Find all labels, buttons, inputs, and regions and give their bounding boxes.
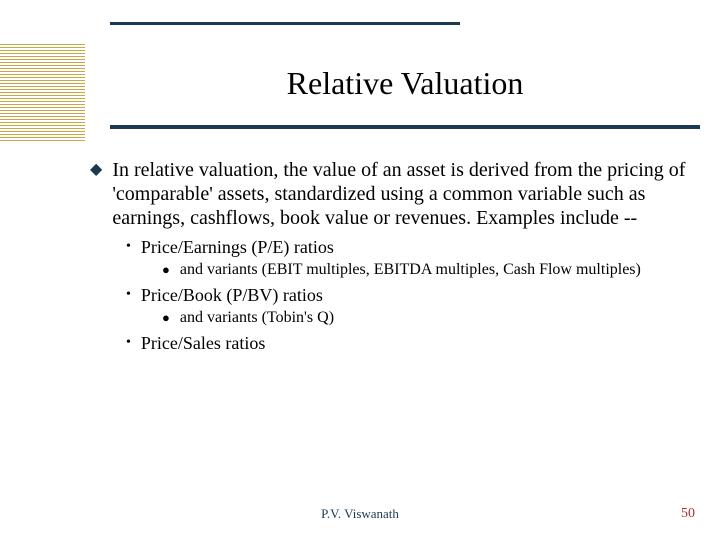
dot-bullet-icon: • bbox=[126, 236, 131, 258]
bullet-level2: • Price/Sales ratios bbox=[126, 332, 690, 354]
diamond-bullet-icon: ◆ bbox=[90, 158, 102, 182]
top-rule bbox=[110, 22, 460, 25]
dot-bullet-icon: • bbox=[126, 284, 131, 306]
title-underline-rule bbox=[110, 125, 700, 129]
bullet-text: In relative valuation, the value of an a… bbox=[112, 158, 690, 230]
slide-body: ◆ In relative valuation, the value of an… bbox=[90, 158, 690, 356]
bullet-level3: ● and variants (Tobin's Q) bbox=[162, 308, 690, 328]
footer-author: P.V. Viswanath bbox=[0, 506, 720, 522]
bullet-text: Price/Sales ratios bbox=[141, 332, 265, 354]
disc-bullet-icon: ● bbox=[162, 260, 170, 280]
bullet-level2: • Price/Earnings (P/E) ratios bbox=[126, 236, 690, 258]
bullet-level1: ◆ In relative valuation, the value of an… bbox=[90, 158, 690, 230]
slide-title: Relative Valuation bbox=[110, 65, 700, 102]
bullet-level2: • Price/Book (P/BV) ratios bbox=[126, 284, 690, 306]
decorative-hatch bbox=[0, 42, 85, 142]
bullet-text: Price/Earnings (P/E) ratios bbox=[141, 236, 334, 258]
footer-page-number: 50 bbox=[681, 506, 695, 522]
disc-bullet-icon: ● bbox=[162, 308, 170, 328]
bullet-text: Price/Book (P/BV) ratios bbox=[141, 284, 323, 306]
dot-bullet-icon: • bbox=[126, 332, 131, 354]
bullet-text: and variants (EBIT multiples, EBITDA mul… bbox=[180, 260, 641, 280]
bullet-level3: ● and variants (EBIT multiples, EBITDA m… bbox=[162, 260, 690, 280]
bullet-text: and variants (Tobin's Q) bbox=[180, 308, 334, 328]
